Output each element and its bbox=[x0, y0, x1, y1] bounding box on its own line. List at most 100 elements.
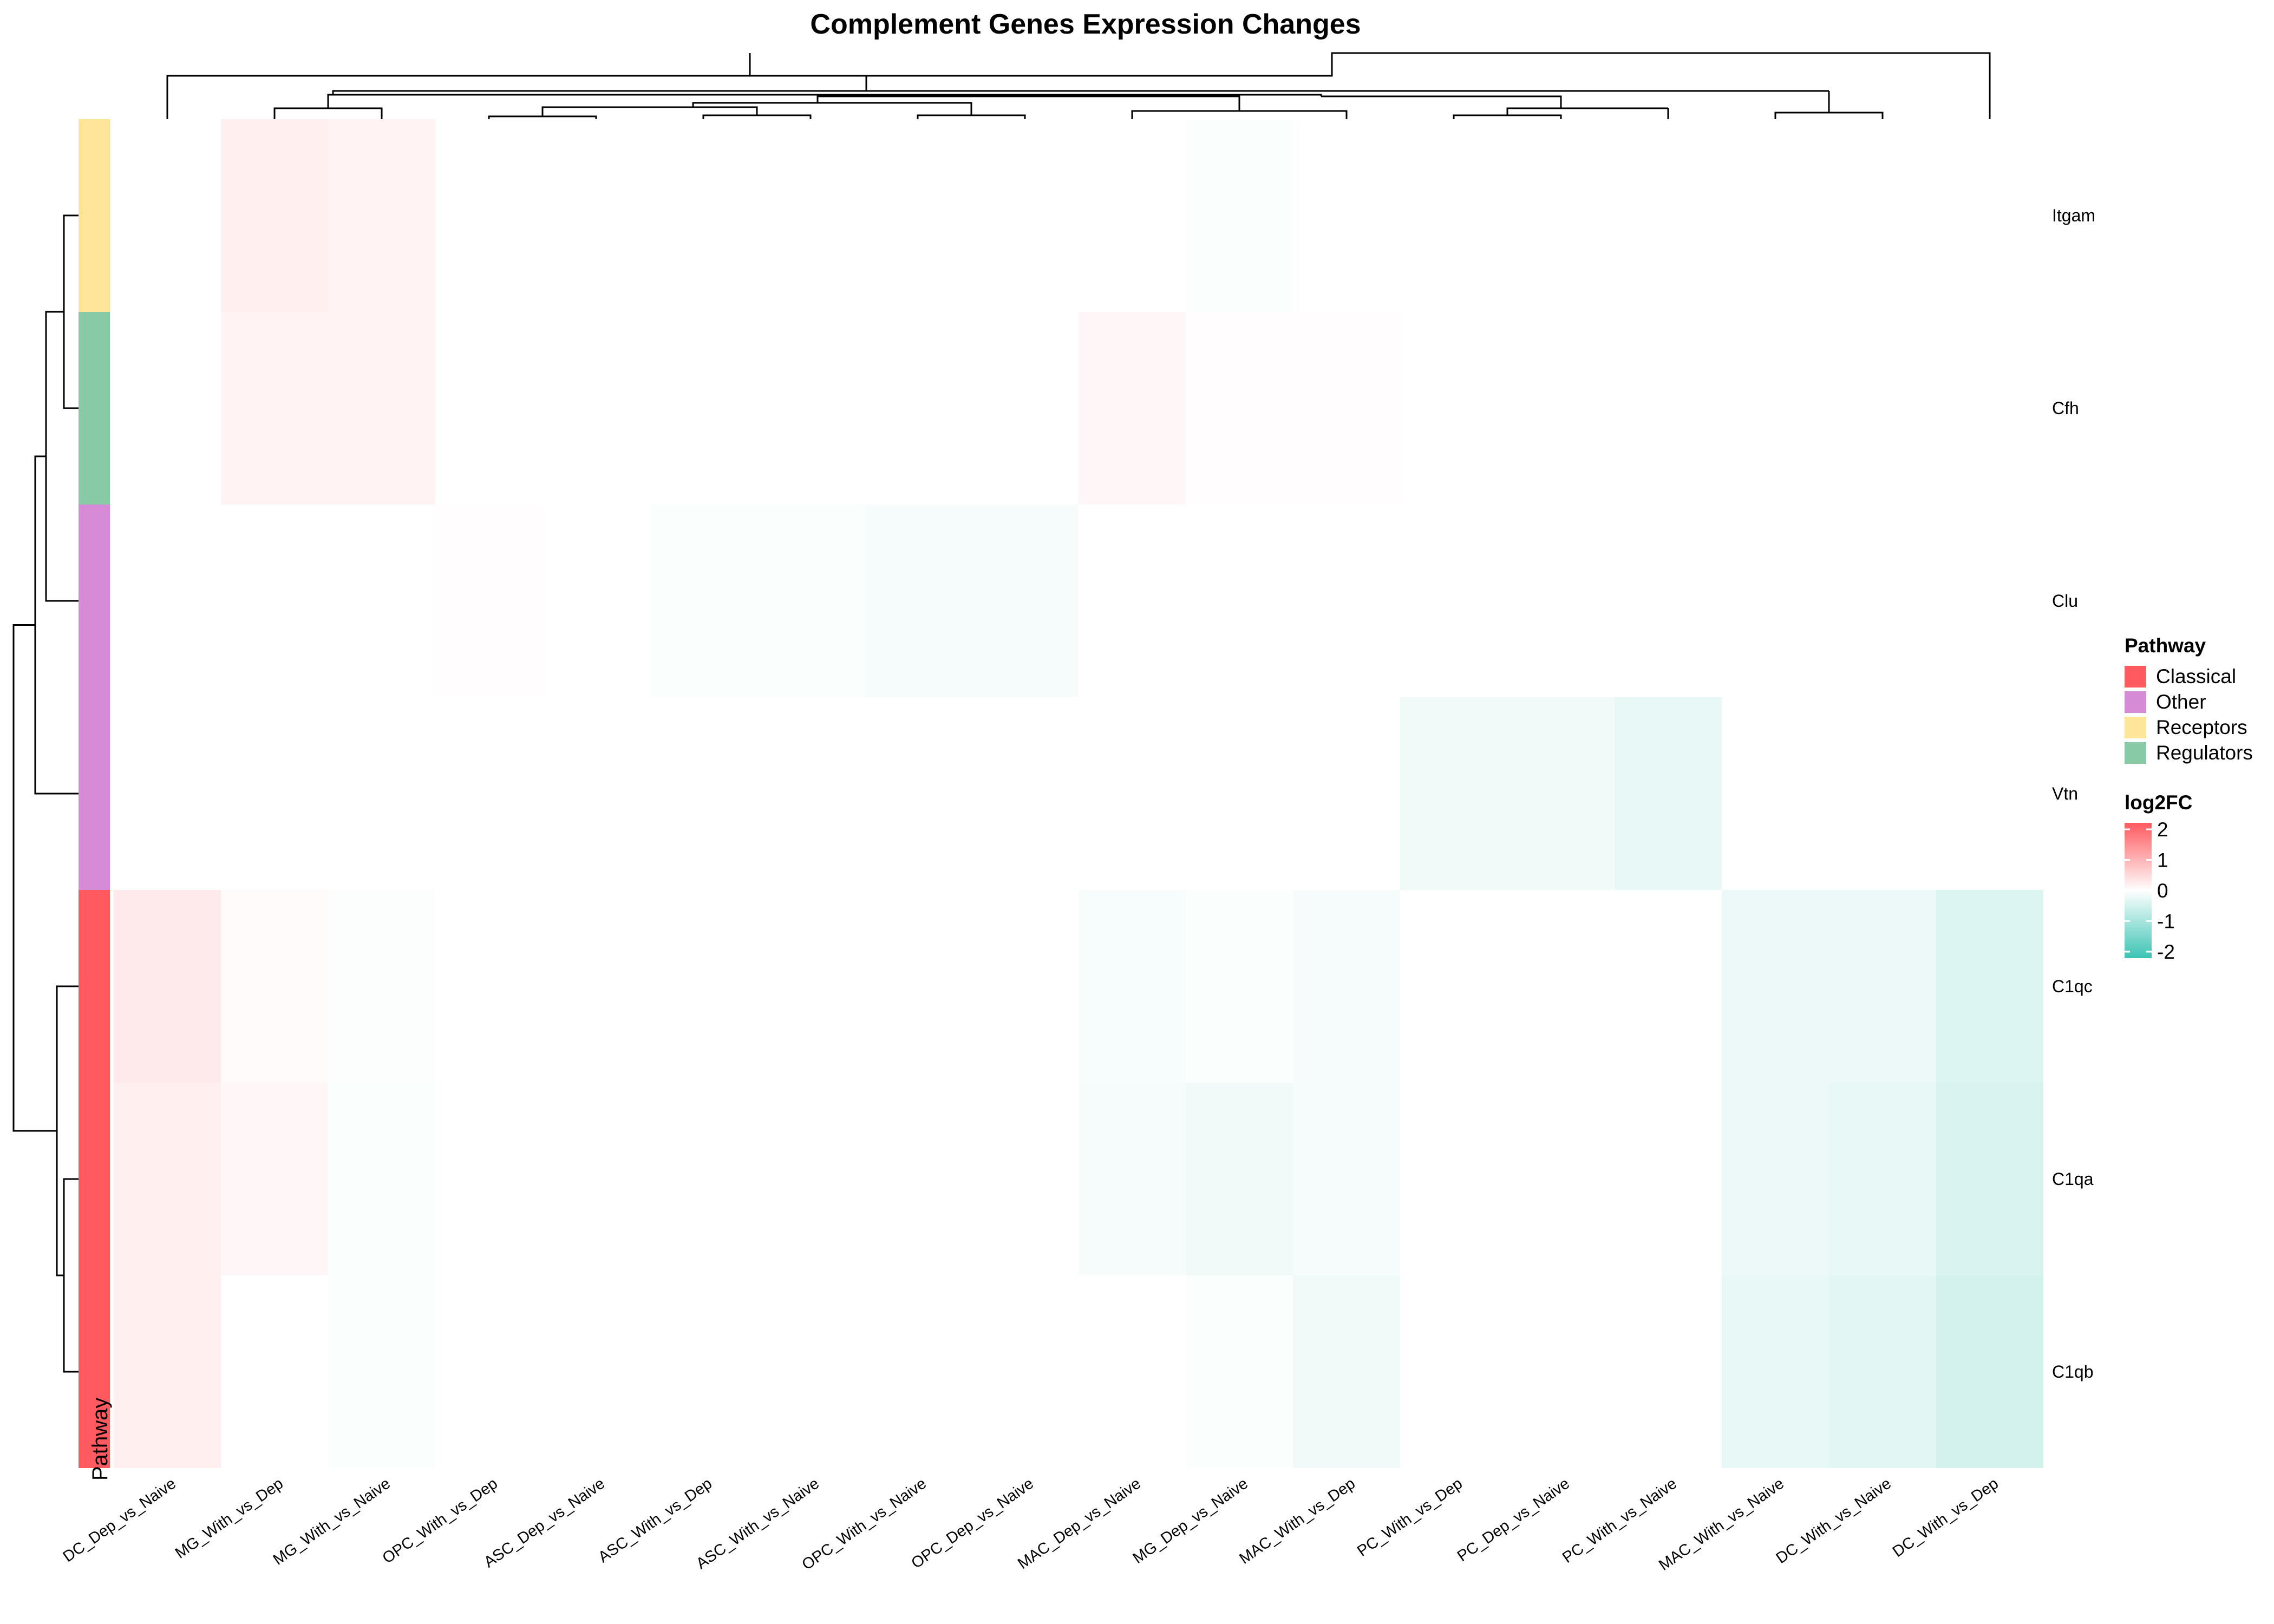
dendrogram-branch bbox=[34, 455, 79, 795]
heatmap-cell bbox=[1507, 505, 1615, 697]
heatmap-cell bbox=[1722, 890, 1829, 1083]
heatmap-cell bbox=[1079, 119, 1186, 312]
column-label: MG_With_vs_Naive bbox=[270, 1475, 394, 1569]
heatmap-cell bbox=[757, 119, 864, 312]
heatmap-cell bbox=[221, 1275, 328, 1468]
pathway-annotation-cell bbox=[79, 1275, 110, 1468]
column-label: ASC_With_vs_Dep bbox=[595, 1475, 715, 1567]
heatmap-cell bbox=[543, 312, 650, 505]
pathway-annotation-cell bbox=[79, 312, 110, 505]
heatmap-cell bbox=[1400, 312, 1507, 505]
legend-pathway-items: Classical Other Receptors Regulators bbox=[2125, 665, 2253, 764]
heatmap-cell bbox=[328, 890, 435, 1083]
heatmap-cell bbox=[328, 505, 435, 697]
dendrogram-branch bbox=[1774, 112, 1884, 119]
legend-scale-title: log2FC bbox=[2125, 791, 2192, 814]
heatmap-cell bbox=[114, 119, 221, 312]
heatmap-cell bbox=[1936, 1083, 2043, 1275]
heatmap-cell bbox=[1829, 1275, 1936, 1468]
heatmap-cell bbox=[543, 890, 650, 1083]
dendrogram-branch bbox=[692, 102, 972, 115]
legend-scale-tick-label: -2 bbox=[2157, 941, 2175, 963]
heatmap-cell bbox=[1507, 697, 1615, 890]
heatmap-cell bbox=[1829, 312, 1936, 505]
heatmap-cell bbox=[1293, 119, 1400, 312]
heatmap-cell bbox=[1400, 1083, 1507, 1275]
heatmap-cell bbox=[1186, 1275, 1293, 1468]
heatmap-cell bbox=[1079, 312, 1186, 505]
heatmap-cell bbox=[1186, 697, 1293, 890]
heatmap-cells bbox=[114, 119, 2043, 1468]
heatmap-cell bbox=[864, 1083, 971, 1275]
heatmap-cell bbox=[1400, 890, 1507, 1083]
dendrogram-branch bbox=[541, 106, 758, 116]
row-label: Vtn bbox=[2052, 784, 2078, 803]
heatmap-cell bbox=[435, 697, 543, 890]
heatmap-cell bbox=[114, 505, 221, 697]
heatmap-cell bbox=[1722, 119, 1829, 312]
pathway-annotation-cell bbox=[79, 1083, 110, 1275]
heatmap-cell bbox=[1936, 890, 2043, 1083]
legend-scale-tick-label: -1 bbox=[2157, 911, 2175, 933]
heatmap-cell bbox=[435, 1083, 543, 1275]
heatmap-cell bbox=[1829, 890, 1936, 1083]
heatmap-cell bbox=[1722, 1275, 1829, 1468]
heatmap-cell bbox=[650, 119, 757, 312]
legend-item-label: Regulators bbox=[2156, 742, 2253, 764]
dendrogram-branch bbox=[1131, 110, 1348, 119]
pathway-annotation-bar bbox=[79, 119, 110, 1468]
heatmap-cell bbox=[1186, 1083, 1293, 1275]
heatmap-cell bbox=[114, 1083, 221, 1275]
heatmap-cell bbox=[1936, 505, 2043, 697]
dendrogram-branch bbox=[63, 214, 79, 409]
heatmap-cell bbox=[1829, 505, 1936, 697]
heatmap-cell bbox=[650, 1275, 757, 1468]
heatmap-cell bbox=[328, 1275, 435, 1468]
row-label: Clu bbox=[2052, 591, 2078, 611]
heatmap-cell bbox=[1722, 697, 1829, 890]
dendrogram-branch bbox=[12, 624, 57, 1132]
heatmap-cell bbox=[1400, 505, 1507, 697]
heatmap-cell bbox=[114, 1275, 221, 1468]
pathway-annotation-cell bbox=[79, 890, 110, 1083]
heatmap-cell bbox=[1293, 1275, 1400, 1468]
column-label: PC_With_vs_Dep bbox=[1354, 1475, 1466, 1560]
heatmap-cell bbox=[1400, 119, 1507, 312]
heatmap-cell bbox=[221, 1083, 328, 1275]
row-label: Cfh bbox=[2052, 398, 2079, 418]
heatmap-cell bbox=[1507, 890, 1615, 1083]
row-label: C1qc bbox=[2052, 977, 2093, 996]
heatmap-cell bbox=[328, 1083, 435, 1275]
column-label: DC_With_vs_Dep bbox=[1890, 1475, 2002, 1561]
heatmap-cell bbox=[435, 1275, 543, 1468]
heatmap-cell bbox=[1293, 505, 1400, 697]
heatmap-cell bbox=[328, 312, 435, 505]
dendrogram-branch bbox=[63, 1178, 79, 1373]
heatmap-cell bbox=[221, 697, 328, 890]
heatmap-cell bbox=[1615, 890, 1722, 1083]
heatmap-cell bbox=[221, 505, 328, 697]
legend-item-label: Receptors bbox=[2156, 716, 2247, 738]
chart-title: Complement Genes Expression Changes bbox=[810, 9, 1361, 40]
heatmap-cell bbox=[435, 505, 543, 697]
heatmap-cell bbox=[864, 697, 971, 890]
heatmap-cell bbox=[1615, 1083, 1722, 1275]
row-label: C1qb bbox=[2052, 1362, 2094, 1381]
heatmap-cell bbox=[971, 890, 1079, 1083]
heatmap-cell bbox=[971, 505, 1079, 697]
heatmap-cell bbox=[221, 312, 328, 505]
heatmap-cell bbox=[1079, 890, 1186, 1083]
dendrogram-branch bbox=[1453, 114, 1562, 119]
heatmap-cell bbox=[435, 119, 543, 312]
dendrogram-branch bbox=[917, 114, 1026, 119]
heatmap-cell bbox=[1186, 119, 1293, 312]
heatmap-cell bbox=[1400, 1275, 1507, 1468]
dendrogram-branch bbox=[488, 115, 597, 119]
heatmap-cell bbox=[650, 1083, 757, 1275]
heatmap-cell bbox=[543, 697, 650, 890]
heatmap-cell bbox=[1507, 119, 1615, 312]
column-label: MAC_With_vs_Dep bbox=[1236, 1475, 1358, 1568]
heatmap-cell bbox=[971, 1275, 1079, 1468]
heatmap-cell bbox=[971, 312, 1079, 505]
heatmap-cell bbox=[1079, 1275, 1186, 1468]
